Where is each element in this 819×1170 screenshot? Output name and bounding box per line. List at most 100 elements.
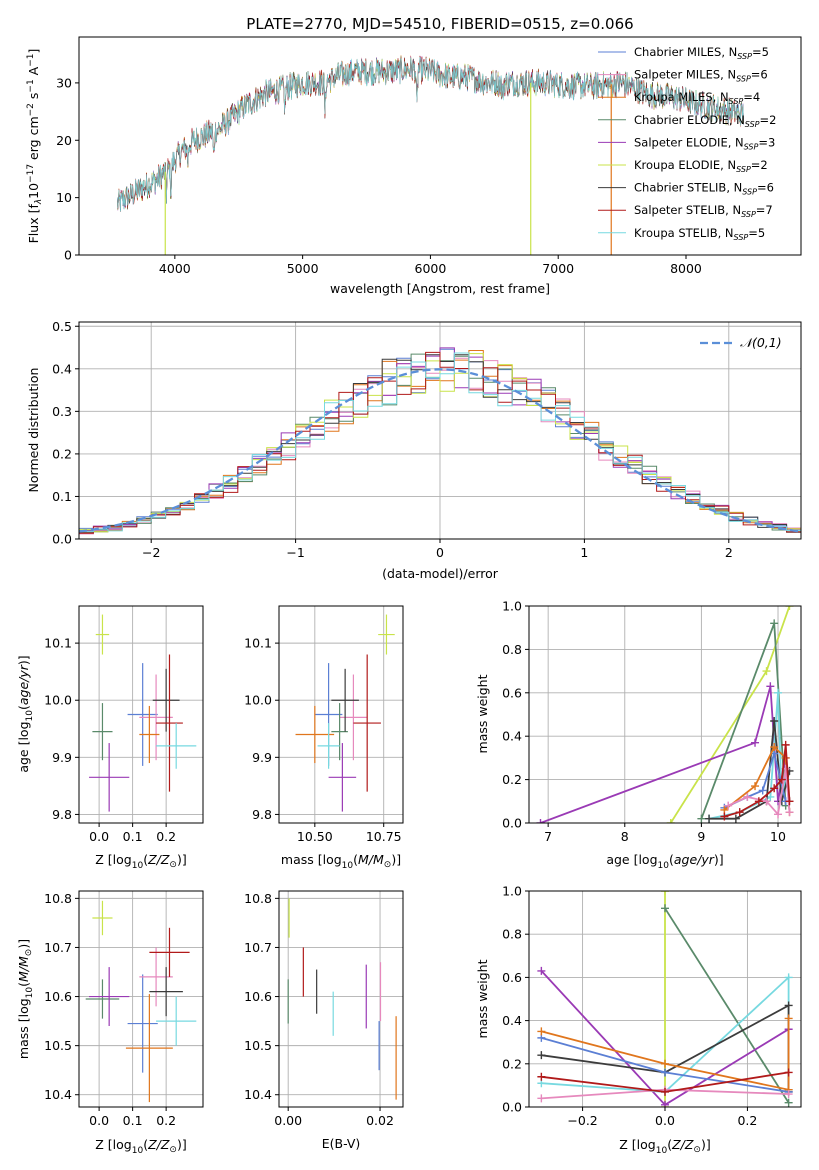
series-marker bbox=[661, 891, 669, 895]
series-marker bbox=[537, 1051, 546, 1060]
series-marker bbox=[666, 819, 675, 823]
point-kroupa-elodie bbox=[378, 614, 395, 655]
plot-area bbox=[529, 606, 801, 823]
y-tick-label: 0.8 bbox=[502, 927, 522, 942]
series-marker bbox=[784, 1098, 793, 1107]
panel-residuals: −2 −1 0 1 2 0.0 0.1 0.2 0.3 0.4 0.5 𝒩(0,1) (data-mod… bbox=[26, 319, 802, 581]
series-marker bbox=[784, 973, 793, 982]
point-salpeter-elodie bbox=[89, 743, 130, 812]
series-line bbox=[727, 768, 791, 817]
point-salpeter-elodie bbox=[89, 967, 130, 1026]
x-tick-label: 6000 bbox=[415, 261, 447, 276]
y-tick-label: 10.4 bbox=[244, 1087, 272, 1102]
series-marker bbox=[774, 688, 783, 697]
x-tick-label: 0.0 bbox=[89, 829, 109, 844]
y-axis-label: age [log10(age/yr)] bbox=[16, 655, 35, 772]
y-tick-label: 0.4 bbox=[502, 1013, 522, 1028]
point-kroupa-miles bbox=[125, 994, 173, 1103]
axes-frame bbox=[528, 890, 802, 1108]
series-marker bbox=[777, 775, 786, 784]
x-tick-label: 2 bbox=[725, 545, 733, 560]
series-marker bbox=[661, 1100, 669, 1107]
y-tick-label: 10.7 bbox=[244, 940, 272, 955]
x-tick-label: −1 bbox=[286, 545, 304, 560]
legend-label-kroupa-miles: Kroupa MILES, NSSP=4 bbox=[634, 90, 760, 106]
x-tick-label: 10.75 bbox=[366, 829, 402, 844]
series-marker bbox=[697, 814, 706, 823]
y-tick-label: 9.8 bbox=[52, 807, 72, 822]
y-tick-label: 0.4 bbox=[52, 361, 72, 376]
y-tick-label: 0.4 bbox=[502, 729, 522, 744]
axes-frame bbox=[78, 321, 802, 540]
series-marker bbox=[762, 797, 771, 806]
series-marker bbox=[661, 1068, 669, 1077]
legend-label-salpeter-elodie: Salpeter ELODIE, NSSP=3 bbox=[634, 135, 775, 151]
series-line bbox=[541, 1018, 790, 1091]
y-tick-label: 10.4 bbox=[44, 1087, 72, 1102]
x-tick-label: −2 bbox=[142, 545, 160, 560]
y-tick-label: 10.0 bbox=[244, 693, 272, 708]
x-tick-label: 0.02 bbox=[366, 1113, 394, 1128]
panel-spectrum: 4000 5000 6000 7000 8000 0 10 20 30 Chabrier MILE… bbox=[26, 36, 802, 296]
axes-frame bbox=[528, 605, 802, 824]
y-axis-label: mass weight bbox=[475, 959, 490, 1038]
y-tick-label: 10.1 bbox=[44, 636, 72, 651]
point-salpeter-elodie bbox=[328, 743, 357, 812]
y-tick-label: 10.0 bbox=[44, 693, 72, 708]
y-tick-label: 0.8 bbox=[502, 642, 522, 657]
panel-weight-vs-Z: −0.2 0.0 0.2 0.0 0.2 0.4 0.6 0.8 1.0 Z [log10(Z/Z… bbox=[475, 884, 802, 1156]
point-kroupa-miles bbox=[295, 705, 335, 764]
series-marker bbox=[758, 786, 767, 795]
y-axis-label: mass [log10(M/M⊙)] bbox=[16, 939, 35, 1059]
series-marker bbox=[770, 743, 779, 752]
series-salpeter-stelib bbox=[720, 740, 794, 821]
series-marker bbox=[751, 738, 760, 747]
legend: Chabrier MILES, NSSP=5 Salpeter MILES, NS… bbox=[598, 45, 776, 242]
x-tick-label: 9 bbox=[697, 829, 705, 844]
y-tick-label: 10.5 bbox=[44, 1038, 72, 1053]
x-axis-label: Z [log10(Z/Z⊙)] bbox=[95, 1137, 186, 1156]
y-axis-label: Flux [fλ10−17 erg cm−2 s−1 A−1] bbox=[26, 49, 44, 244]
y-tick-label: 0.0 bbox=[52, 532, 72, 547]
y-axis-label: Normed distribution bbox=[26, 368, 41, 493]
point-chabrier-stelib bbox=[152, 668, 180, 732]
series-kroupa-elodie bbox=[666, 606, 794, 823]
series-marker bbox=[661, 1087, 669, 1096]
series-marker bbox=[536, 819, 545, 823]
series-marker bbox=[785, 808, 794, 817]
x-axis-label: Z [log10(Z/Z⊙)] bbox=[619, 1137, 710, 1156]
y-tick-label: 1.0 bbox=[502, 884, 522, 899]
y-tick-label: 9.8 bbox=[252, 807, 272, 822]
x-axis-label: Z [log10(Z/Z⊙)] bbox=[95, 852, 186, 871]
histogram-salpeter-stelib bbox=[79, 351, 801, 539]
y-tick-label: 10 bbox=[56, 190, 72, 205]
plot-area bbox=[79, 322, 801, 539]
y-tick-label: 10.8 bbox=[44, 891, 72, 906]
x-axis-label: wavelength [Angstrom, rest frame] bbox=[330, 281, 550, 296]
point-chabrier-elodie bbox=[92, 703, 113, 761]
series-line bbox=[664, 907, 790, 1104]
legend-label-chabrier-stelib: Chabrier STELIB, NSSP=6 bbox=[634, 181, 774, 197]
y-tick-label: 0.5 bbox=[52, 319, 72, 334]
axes-frame bbox=[78, 890, 204, 1108]
point-salpeter-stelib bbox=[149, 927, 190, 977]
x-tick-label: 0.2 bbox=[156, 829, 176, 844]
series-kroupa-elodie bbox=[661, 891, 669, 1107]
y-tick-label: 10.7 bbox=[44, 940, 72, 955]
series-marker bbox=[743, 792, 752, 801]
legend-label-salpeter-miles: Salpeter MILES, NSSP=6 bbox=[634, 68, 768, 84]
series-marker bbox=[784, 1068, 793, 1077]
histogram-kroupa-stelib bbox=[79, 352, 801, 539]
y-tick-label: 0.2 bbox=[52, 446, 72, 461]
panel-weight-vs-age: 7 8 9 10 0.0 0.2 0.4 0.6 0.8 1.0 age [log10(age/yr… bbox=[475, 599, 802, 871]
normal-curve bbox=[79, 368, 801, 533]
x-axis-label: (data-model)/error bbox=[382, 566, 499, 581]
y-tick-label: 30 bbox=[56, 75, 72, 90]
x-axis-label: E(B-V) bbox=[322, 1136, 361, 1151]
y-tick-label: 0.1 bbox=[52, 489, 72, 504]
point-kroupa-stelib bbox=[317, 723, 340, 769]
point-salpeter-stelib bbox=[156, 654, 183, 792]
y-tick-label: 1.0 bbox=[502, 599, 522, 614]
